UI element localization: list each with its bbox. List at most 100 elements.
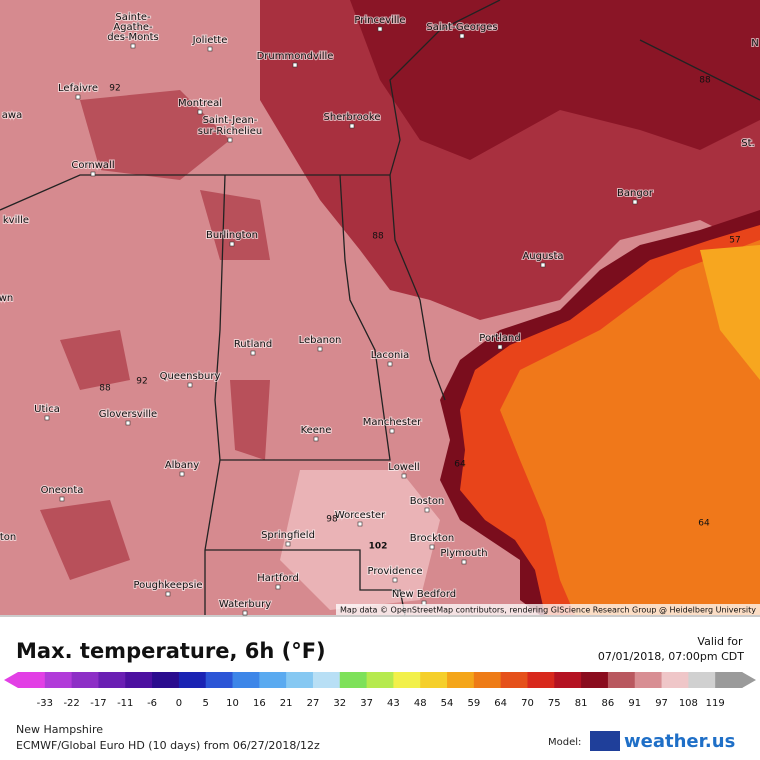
contour-label: 88	[372, 232, 384, 242]
city-label: N	[751, 38, 758, 49]
valid-label: Valid for	[697, 635, 743, 648]
colorbar-tick-label: 10	[226, 698, 239, 709]
colorbar-tick-label: 119	[706, 698, 725, 709]
valid-time: 07/01/2018, 07:00pm CDT	[598, 650, 744, 663]
ocean-warm	[500, 240, 760, 615]
city-label: Laconia	[371, 350, 410, 361]
city-label: Poughkeepsie	[133, 580, 202, 591]
brand: weather.us	[624, 731, 735, 752]
city-dot	[429, 544, 435, 550]
colorbar-swatch	[500, 672, 528, 688]
city-dot	[632, 199, 638, 205]
map: Princeville Saint-Georges Sainte-Agathe-de…	[0, 0, 760, 616]
city-label: St.	[741, 138, 754, 149]
city-dot	[59, 496, 65, 502]
contour-label: 64	[454, 460, 466, 470]
city-dot	[349, 123, 355, 129]
city-label: Springfield	[261, 530, 315, 541]
colorbar-swatch	[18, 672, 46, 688]
city-dot	[125, 420, 131, 426]
model-run: ECMWF/Global Euro HD (10 days) from 06/2…	[16, 739, 320, 752]
city-dot	[285, 541, 291, 547]
colorbar-swatch	[634, 672, 663, 688]
contour-labels: 92 88 88 88 92 64 98 102 64 57	[99, 76, 740, 552]
colorbar-swatch	[232, 672, 260, 688]
city-dot	[207, 46, 213, 52]
city-dot	[229, 241, 235, 247]
city-dot	[424, 507, 430, 513]
colorbar-swatch	[339, 672, 368, 688]
colorbar-swatch	[286, 672, 314, 688]
colorbar-tick-label: 37	[360, 698, 373, 709]
credit-bg	[336, 604, 760, 615]
border	[214, 174, 391, 461]
colorbar: -33 -22 -17 -11 -6 0 5 10 16 21 27 32 37 43 48 54 59 64 70…	[4, 672, 756, 709]
city-label: Sherbrooke	[323, 112, 380, 123]
colorbar-tick-label: -22	[63, 698, 79, 709]
city-dot	[377, 26, 383, 32]
city-label: Lebanon	[299, 335, 342, 346]
colorbar-tick-label: 81	[575, 698, 588, 709]
border	[204, 459, 221, 615]
city-dot	[187, 382, 193, 388]
colorbar-arrow	[742, 672, 756, 688]
city-label: Lefaivre	[58, 83, 98, 94]
city-label: Plymouth	[440, 548, 487, 559]
city-dot	[250, 350, 256, 356]
colorbar-swatch	[661, 672, 689, 688]
city-label: Sainte-	[115, 12, 151, 23]
border	[639, 39, 760, 101]
colorbar-tick-label: 91	[628, 698, 641, 709]
city-label: Portland	[479, 333, 520, 344]
colorbar-tick-label: 21	[280, 698, 293, 709]
contour-label: 92	[109, 84, 120, 94]
city-label: Cornwall	[71, 160, 114, 171]
region: New Hampshire	[16, 723, 103, 736]
city-label: Waterbury	[219, 599, 271, 610]
city-label: Oneonta	[41, 485, 84, 496]
colorbar-tick-label: 48	[414, 698, 427, 709]
contour-label: 102	[369, 542, 388, 552]
city-label: Albany	[165, 460, 199, 471]
colorbar-swatch	[447, 672, 475, 688]
contour-label: 64	[698, 519, 710, 529]
border	[205, 549, 406, 616]
colorbar-arrow	[4, 672, 18, 688]
colorbar-swatch	[98, 672, 126, 688]
colorbar-tick-label: -11	[117, 698, 133, 709]
city-label: Princeville	[354, 15, 405, 26]
city-label: Manchester	[363, 417, 422, 428]
city-dot	[44, 415, 50, 421]
city-dot	[227, 137, 233, 143]
colorbar-tick-label: 0	[176, 698, 182, 709]
city-dot	[130, 43, 136, 49]
colorbar-swatch	[259, 672, 287, 688]
city-label: Saint-Jean-	[203, 115, 258, 126]
colorbar-swatch	[527, 672, 555, 688]
city-label: des-Monts	[107, 32, 159, 43]
city-label: Drummondville	[257, 51, 334, 62]
city-dot	[459, 33, 465, 39]
colorbar-swatch	[178, 672, 207, 688]
ocean-patch	[700, 245, 760, 380]
colorbar-swatch	[125, 672, 153, 688]
city-label: Rutland	[234, 339, 272, 350]
city-dot	[90, 171, 96, 177]
colorbar-swatch	[554, 672, 582, 688]
colorbar-tick-label: 59	[467, 698, 480, 709]
city-label: Providence	[367, 566, 422, 577]
colorbar-tick-label: 5	[203, 698, 209, 709]
border	[389, 174, 446, 401]
city-dot	[497, 344, 503, 350]
colorbar-tick-label: 108	[679, 698, 698, 709]
contour-label: 88	[99, 384, 111, 394]
eu-flag	[590, 731, 620, 751]
contour-label: 98	[326, 515, 338, 525]
legend-title: Max. temperature, 6h (°F)	[16, 639, 326, 663]
colorbar-tick-label: 86	[602, 698, 615, 709]
cool-patch	[280, 470, 440, 610]
colorbar-swatch	[366, 672, 394, 688]
warm-patch	[40, 90, 270, 580]
colorbar-swatch	[312, 672, 341, 688]
